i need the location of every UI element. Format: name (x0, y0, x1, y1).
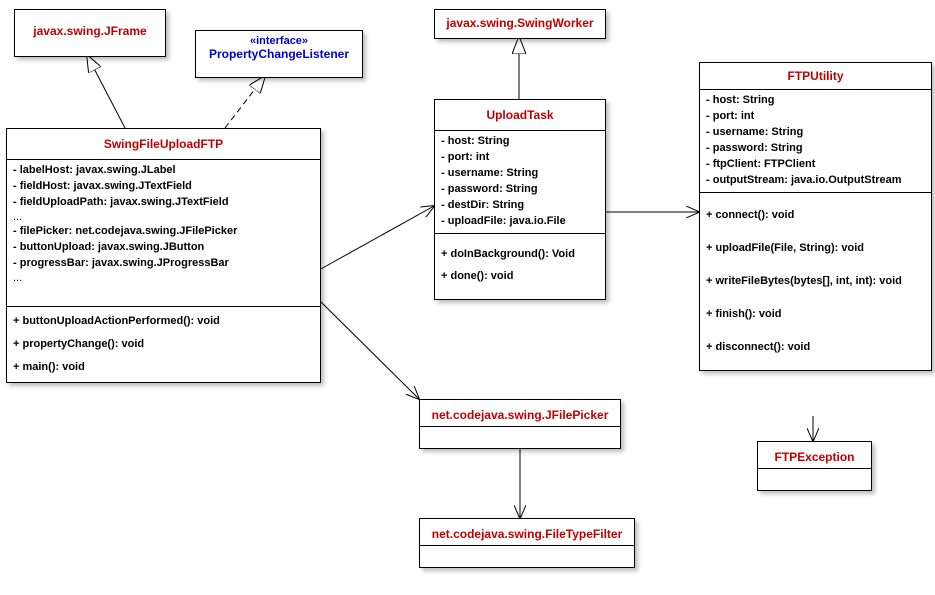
attr: - uploadFile: java.io.File (441, 214, 599, 230)
class-title: net.codejava.swing.FileTypeFilter (420, 519, 634, 545)
op: + main(): void (13, 356, 314, 379)
op: + doInBackground(): Void (441, 243, 599, 265)
class-title: FTPUtility (700, 63, 931, 89)
attr: - filePicker: net.codejava.swing.JFilePi… (13, 224, 314, 240)
attr: - host: String (706, 93, 925, 109)
attr: - destDir: String (441, 198, 599, 214)
class-ftpexception: FTPException (757, 441, 872, 491)
attr: - buttonUpload: javax.swing.JButton (13, 240, 314, 256)
attrs: - labelHost: javax.swing.JLabel - fieldH… (7, 159, 320, 306)
op: + connect(): void (706, 199, 925, 232)
class-title: FTPException (758, 442, 871, 468)
edge-sfu-jframe (87, 55, 125, 128)
attr: - labelHost: javax.swing.JLabel (13, 163, 314, 179)
class-title: UploadTask (435, 100, 605, 130)
class-title: net.codejava.swing.JFilePicker (420, 400, 620, 426)
stereotype: «interface» (196, 31, 362, 47)
class-jframe: javax.swing.JFrame (14, 9, 166, 57)
op: + propertyChange(): void (13, 333, 314, 356)
attr: - username: String (441, 166, 599, 182)
attrs: - host: String - port: int - username: S… (435, 130, 605, 233)
op: + finish(): void (706, 298, 925, 331)
attr: - password: String (706, 141, 925, 157)
attr: - fieldUploadPath: javax.swing.JTextFiel… (13, 195, 314, 211)
ops: + doInBackground(): Void + done(): void (435, 233, 605, 299)
ops: + connect(): void + uploadFile(File, Str… (700, 192, 931, 370)
class-jfilepicker: net.codejava.swing.JFilePicker (419, 399, 621, 449)
op: + writeFileBytes(bytes[], int, int): voi… (706, 265, 925, 298)
class-swingworker: javax.swing.SwingWorker (434, 9, 606, 39)
attr: - host: String (441, 134, 599, 150)
attrs: - host: String - port: int - username: S… (700, 89, 931, 192)
class-ftputil: FTPUtility - host: String - port: int - … (699, 62, 932, 371)
class-title: javax.swing.JFrame (15, 10, 165, 42)
attr: - port: int (706, 109, 925, 125)
attr: - progressBar: javax.swing.JProgressBar (13, 256, 314, 272)
ops: + buttonUploadActionPerformed(): void + … (7, 306, 320, 382)
op: + done(): void (441, 265, 599, 287)
attr: - fieldHost: javax.swing.JTextField (13, 179, 314, 195)
class-title: javax.swing.SwingWorker (435, 10, 605, 34)
class-title: PropertyChangeListener (196, 47, 362, 65)
edge-sfu-jfilepicker (319, 300, 419, 399)
edge-sfu-pcl (225, 76, 265, 128)
class-title: SwingFileUploadFTP (7, 129, 320, 159)
attr: - port: int (441, 150, 599, 166)
attr: - ftpClient: FTPClient (706, 157, 925, 173)
attr: - username: String (706, 125, 925, 141)
class-uploadtask: UploadTask - host: String - port: int - … (434, 99, 606, 300)
edge-sfu-uploadtask (319, 206, 434, 270)
attr: - password: String (441, 182, 599, 198)
op: + disconnect(): void (706, 331, 925, 364)
op: + uploadFile(File, String): void (706, 232, 925, 265)
op: + buttonUploadActionPerformed(): void (13, 310, 314, 333)
attr: ... (13, 211, 314, 224)
class-sfu: SwingFileUploadFTP - labelHost: javax.sw… (6, 128, 321, 383)
attr: ... (13, 272, 314, 285)
attr: - outputStream: java.io.OutputStream (706, 173, 925, 189)
class-filetypefilter: net.codejava.swing.FileTypeFilter (419, 518, 635, 568)
interface-pcl: «interface» PropertyChangeListener (195, 30, 363, 78)
